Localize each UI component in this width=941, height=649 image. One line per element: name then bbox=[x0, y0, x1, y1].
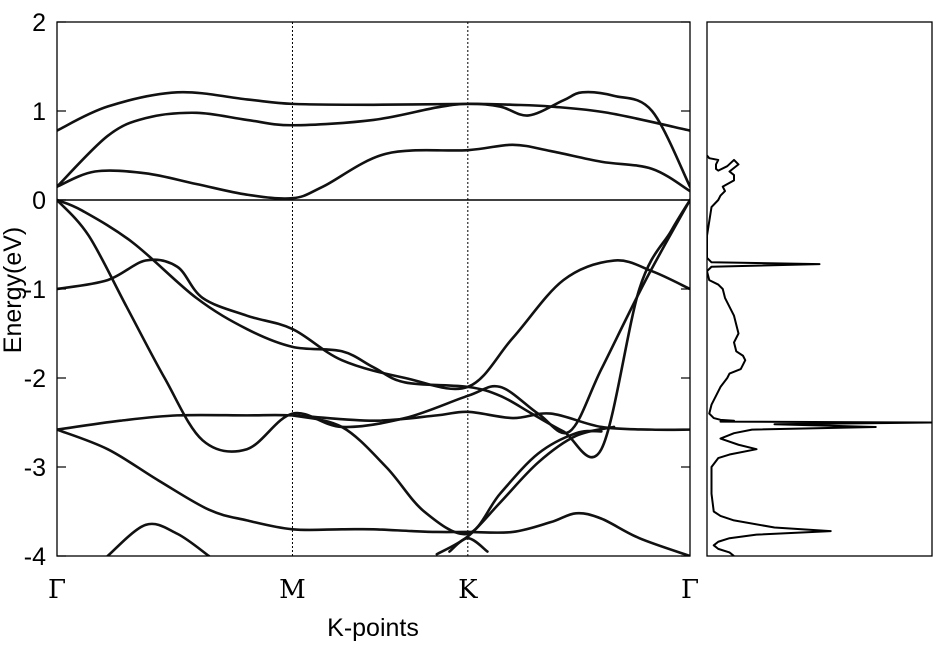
dos-plot bbox=[706, 21, 933, 557]
band-line-8 bbox=[57, 428, 690, 556]
band-line-7 bbox=[57, 410, 690, 432]
band-line-11 bbox=[106, 522, 211, 556]
kpoint-divider-lines bbox=[291, 22, 469, 556]
dos-lines bbox=[707, 154, 932, 556]
y-axis-ticks bbox=[57, 21, 690, 557]
kpoint-label: K bbox=[458, 575, 478, 605]
band-line-6 bbox=[57, 198, 690, 453]
y-tick-label: -1 bbox=[24, 276, 46, 304]
band-line-2 bbox=[57, 90, 690, 188]
y-tick-label: 0 bbox=[32, 187, 46, 215]
y-tick-label: 1 bbox=[32, 98, 46, 126]
y-tick-label: -2 bbox=[24, 365, 46, 393]
band-line-9 bbox=[291, 414, 603, 536]
band-lines bbox=[57, 90, 690, 556]
band-structure-plot: 2 1 0 -1 -2 -3 -4 Γ M K Γ K-points Energy(eV) bbox=[0, 9, 699, 642]
dos-plot-frame bbox=[706, 21, 933, 557]
band-line-5 bbox=[57, 198, 690, 459]
y-tick-label: 2 bbox=[32, 9, 46, 37]
band-line-12 bbox=[448, 536, 489, 553]
y-axis-tick-labels: 2 1 0 -1 -2 -3 -4 bbox=[24, 9, 46, 571]
band-line-3 bbox=[57, 143, 690, 200]
x-axis-label: K-points bbox=[327, 614, 419, 642]
kpoint-label: M bbox=[279, 575, 306, 605]
y-axis-label: Energy(eV) bbox=[0, 227, 27, 353]
band-line-4 bbox=[57, 258, 690, 391]
band-line-1 bbox=[57, 90, 690, 132]
kpoint-label: Γ bbox=[681, 575, 699, 605]
y-tick-label: -4 bbox=[24, 543, 46, 571]
dos-line-1 bbox=[707, 154, 932, 556]
kpoint-label: Γ bbox=[48, 575, 66, 605]
y-tick-label: -3 bbox=[24, 454, 46, 482]
